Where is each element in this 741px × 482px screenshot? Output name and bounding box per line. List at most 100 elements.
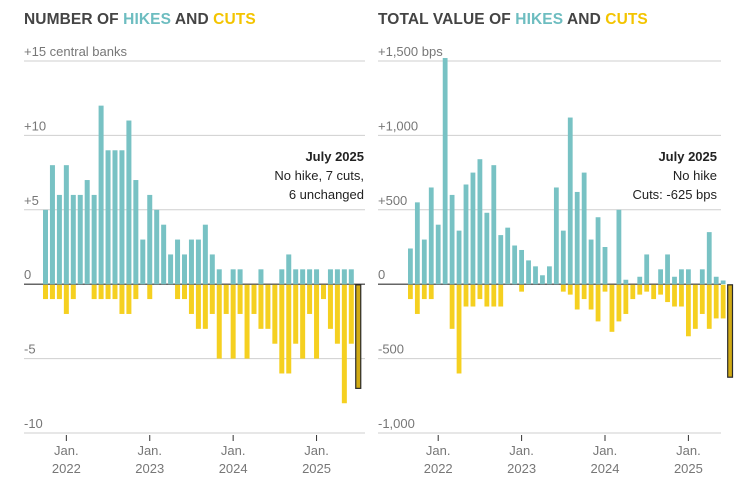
hike-bar [258,269,264,285]
cut-bar [307,284,313,314]
hike-bar [341,269,347,285]
hike-bar [237,269,243,285]
cut-bar [265,284,271,329]
x-tick-month: Jan. [509,443,534,458]
annotation-title: July 2025 [658,149,717,164]
hike-bar [574,191,580,285]
cut-bar [300,284,306,359]
hike-bar [491,165,497,285]
hike-bar [505,227,511,285]
chart-total-value-of-hikes-and-cuts: +1,500 bps +1,000 +500 0 -500 -1,000 Jan. 2022 J… [378,44,734,476]
cut-bar [98,284,104,300]
x-tick-month: Jan. [137,443,162,458]
cut-bar [272,284,278,344]
hike-bar [286,254,292,285]
annotation-title: July 2025 [305,149,364,164]
chart-panel-number: NUMBER OF HIKES AND CUTS +15 central ban… [0,0,370,482]
latest-cut-bar [355,284,362,389]
hike-bar [449,194,455,285]
hike-bar [686,269,691,285]
cut-bar [327,284,333,329]
cut-bar [63,284,69,314]
hike-bar [442,58,448,285]
cut-bar [223,284,229,314]
cut-bar [720,284,726,319]
hike-bar [195,239,201,285]
cut-bar [609,284,615,332]
y-tick-label: -500 [378,342,404,357]
hike-bar [43,209,48,285]
annotation-line: No hike [673,168,717,183]
cut-bar [630,284,636,300]
hike-bar [161,224,167,285]
cut-bar [602,284,608,292]
hike-bar [182,254,187,285]
cut-bar [119,284,125,314]
hike-bar [658,269,663,285]
hike-bar [300,269,306,285]
cut-bar [686,284,691,337]
y-tick-label: +1,000 [378,118,418,133]
cut-bar [665,284,670,303]
hike-bar [154,209,160,285]
cut-bar [286,284,292,374]
hike-bar [706,232,712,285]
hike-bar [408,248,413,285]
hike-bar [188,239,194,285]
hike-bar [602,247,608,285]
x-tick-month: Jan. [221,443,246,458]
annotation-line: No hike, 7 cuts, [274,168,364,183]
x-tick-year: 2024 [219,461,248,476]
hike-bar [713,276,719,285]
cut-bar [456,284,462,374]
cut-bar [216,284,222,359]
hike-bar [216,269,222,285]
hike-bar [209,254,215,285]
cut-bar [126,284,132,314]
hike-bar [98,105,104,285]
cut-bar [43,284,48,300]
y-tick-label: +500 [378,193,407,208]
y-tick-label: -1,000 [378,416,415,431]
cut-bar [105,284,111,300]
x-tick-month: Jan. [426,443,451,458]
y-tick-label: 0 [378,267,385,282]
hike-bar [84,180,90,285]
chart-title-number: NUMBER OF HIKES AND CUTS [24,11,256,28]
hike-bar [484,212,490,285]
cut-bar [334,284,340,344]
cut-bar [56,284,62,300]
cut-bar [679,284,684,307]
cut-bar [449,284,455,329]
hike-bar [105,150,111,285]
hike-bar [644,254,650,285]
cut-bar [314,284,320,359]
hike-bar [456,230,462,285]
hike-bar [435,224,441,285]
chart-panel-value: TOTAL VALUE OF HIKES AND CUTS +1,500 bps… [370,0,741,482]
cut-bar [595,284,601,322]
hike-bar [348,269,354,285]
cut-bar [237,284,243,314]
cut-bar [133,284,139,300]
hike-bar [519,249,524,285]
cut-bar [651,284,657,300]
cut-bar [581,284,587,300]
cut-bar [484,284,490,307]
hike-bar [512,245,518,285]
x-tick-month: Jan. [54,443,79,458]
hike-bar [553,187,559,285]
cut-bar [293,284,299,344]
hike-bar [560,230,566,285]
x-tick-month: Jan. [676,443,701,458]
cut-bar [588,284,594,310]
hike-bar [140,239,146,285]
x-tick-year: 2023 [135,461,164,476]
hike-bar [414,202,420,285]
hike-bar [168,254,174,285]
hike-bar [133,180,139,285]
hike-bar [720,280,726,285]
cut-bar [175,284,181,300]
cut-bar [258,284,264,329]
hike-bar [327,269,333,285]
